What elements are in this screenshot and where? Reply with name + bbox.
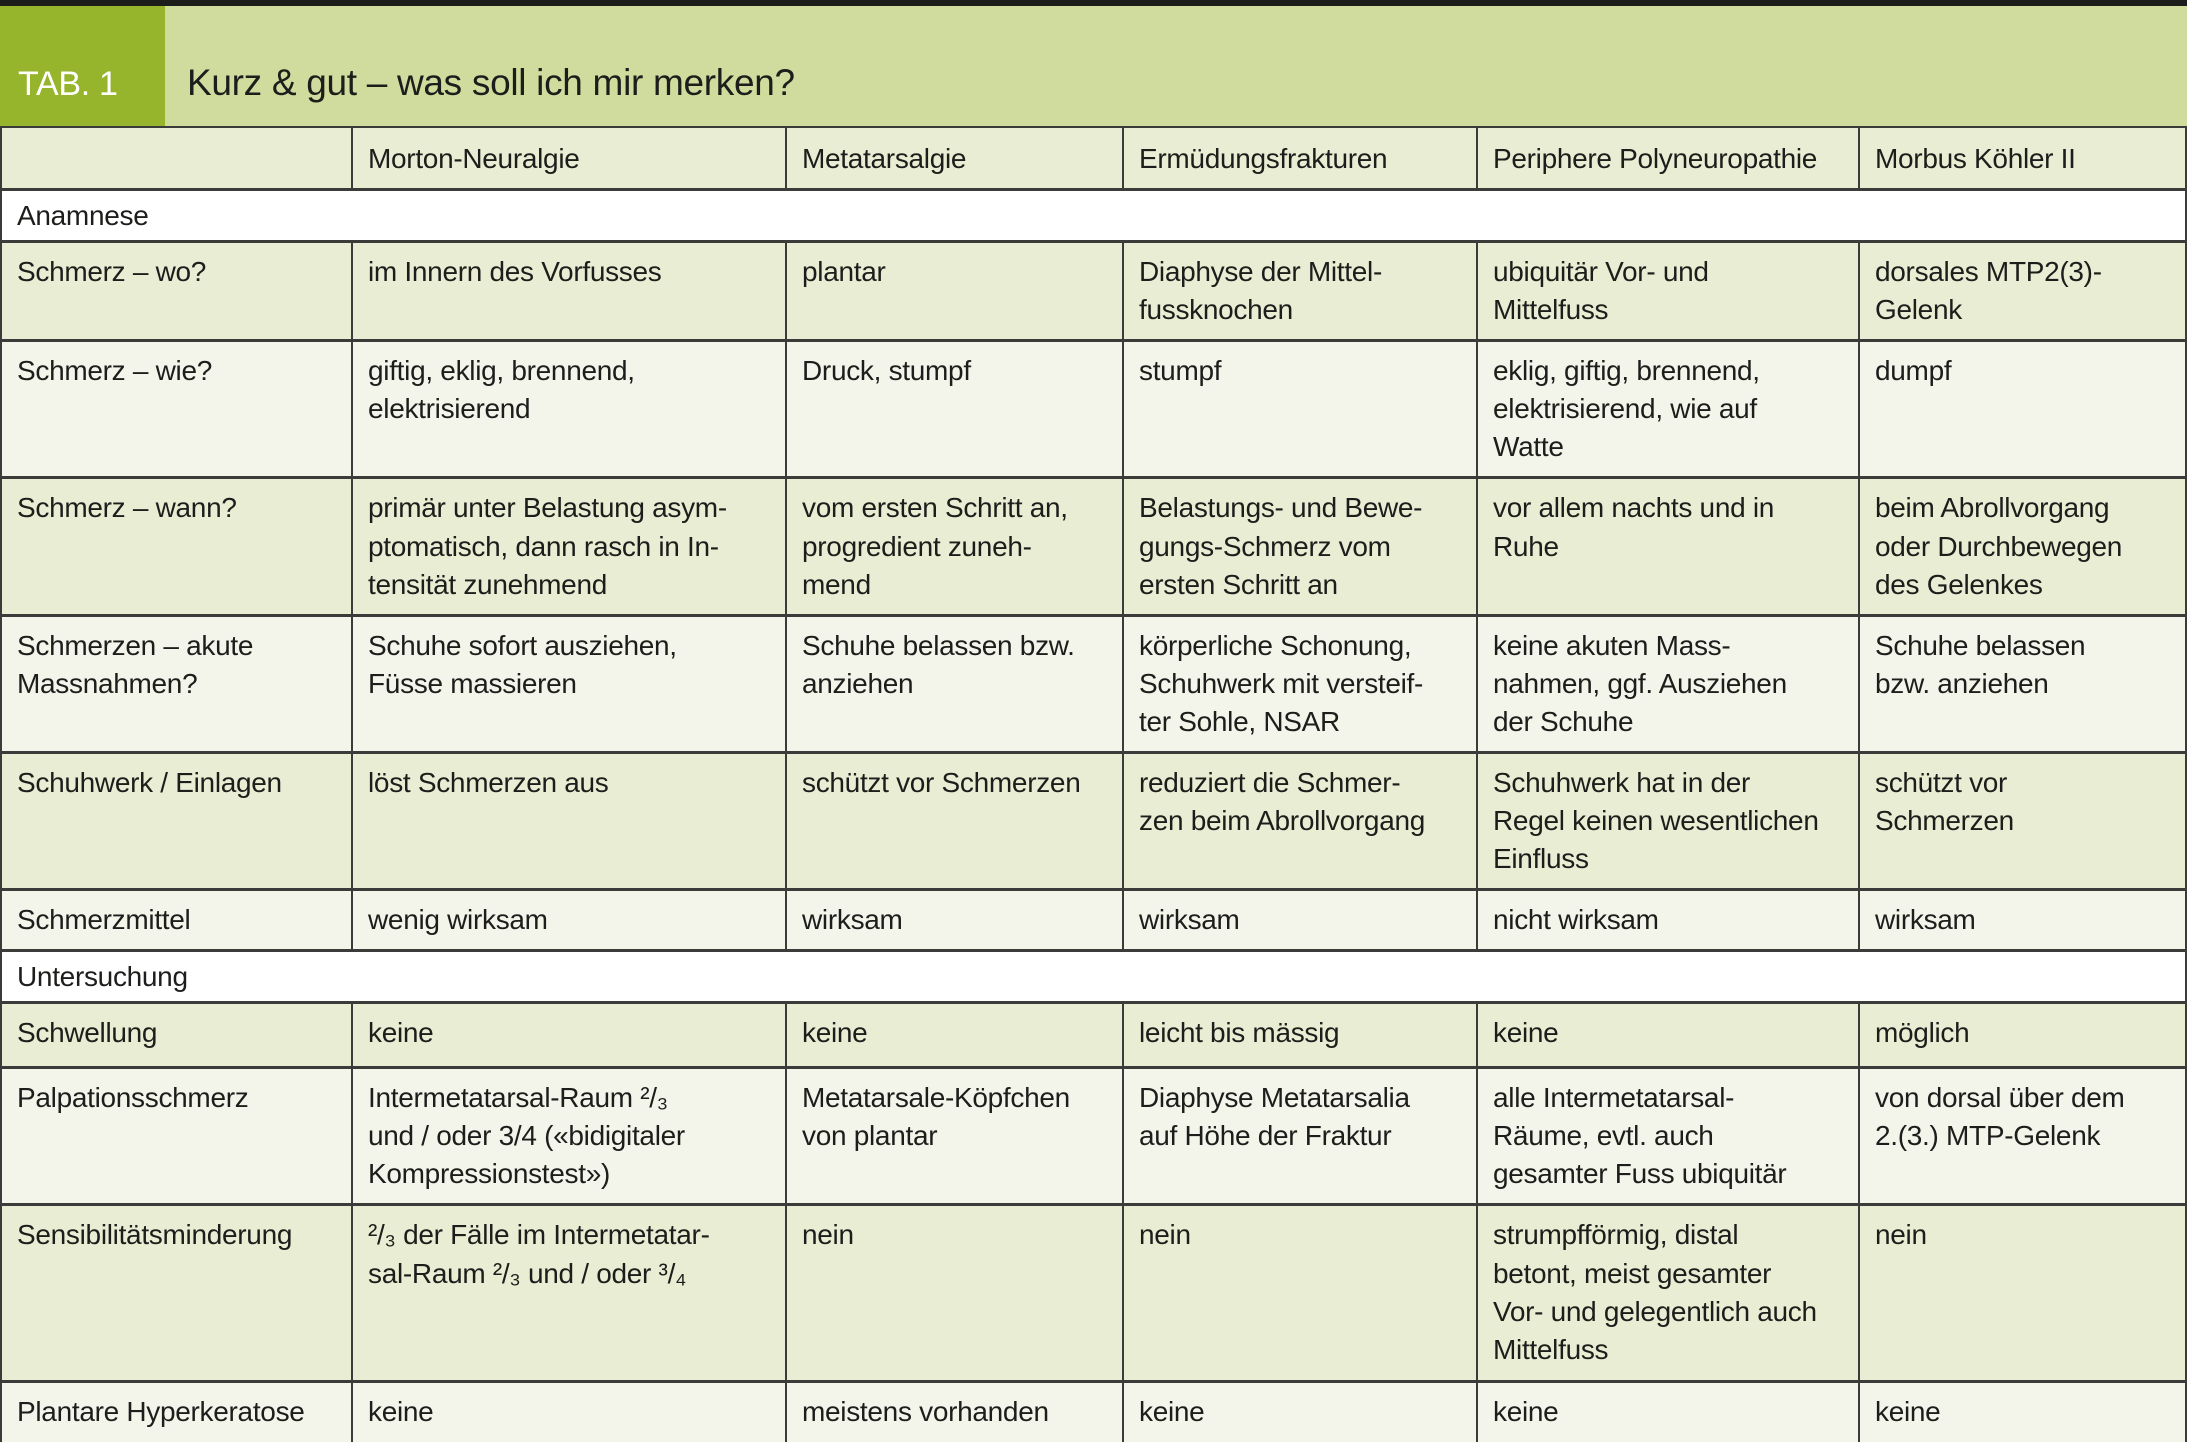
table-cell: wirksam [785,891,1122,950]
tab-number-box: TAB. 1 [0,6,165,126]
row-label: Schwellung [2,1004,351,1067]
table-cell: stumpf [1122,342,1476,477]
table-cell: im Innern des Vorfusses [351,243,785,340]
table-cell: keine [1858,1383,2185,1442]
table-cell: primär unter Belastung asym- ptomatisch,… [351,479,785,614]
table-cell: eklig, giftig, brennend, elektrisierend,… [1476,342,1858,477]
table-cell: leicht bis mässig [1122,1004,1476,1067]
table-cell: wirksam [1858,891,2185,950]
table-cell: von dorsal über dem 2.(3.) MTP-Gelenk [1858,1069,2185,1204]
table-cell: giftig, eklig, brennend, elektrisierend [351,342,785,477]
table-cell: löst Schmerzen aus [351,753,785,889]
column-header-empty [2,128,351,189]
table-row-plantare-hyperkeratose: Plantare Hyperkeratose keine meistens vo… [2,1383,2185,1442]
table-cell: wenig wirksam [351,891,785,950]
table-cell: körperliche Schonung, Schuhwerk mit vers… [1122,616,1476,751]
tab-number-label: TAB. 1 [18,65,118,103]
row-label: Schmerzmittel [2,891,351,950]
table-cell: wirksam [1122,891,1476,950]
table-cell: nicht wirksam [1476,891,1858,950]
row-label: Schmerzen – akute Massnahmen? [2,616,351,751]
column-header-metatarsalgie: Metatarsalgie [785,128,1122,189]
row-label: Schmerz – wie? [2,342,351,477]
table-row-palpationsschmerz: Palpationsschmerz Intermetatarsal-Raum ²… [2,1069,2185,1207]
section-title: Anamnese [17,200,149,232]
column-header-periphere-polyneuropathie: Periphere Polyneuropathie [1476,128,1858,189]
table-cell: Intermetatarsal-Raum ²/₃ und / oder 3/4 … [351,1069,785,1204]
row-label: Schuhwerk / Einlagen [2,753,351,889]
table-cell: ²/₃ der Fälle im Intermetatar- sal-Raum … [351,1206,785,1381]
table-row-schuhwerk-einlagen: Schuhwerk / Einlagen löst Schmerzen aus … [2,753,2185,892]
table-row-schmerzmittel: Schmerzmittel wenig wirksam wirksam wirk… [2,891,2185,953]
table-cell: vor allem nachts und in Ruhe [1476,479,1858,614]
table-cell: nein [1858,1206,2185,1381]
table-cell: Schuhe sofort ausziehen, Füsse massieren [351,616,785,751]
row-label: Schmerz – wo? [2,243,351,340]
column-header-morton-neuralgie: Morton-Neuralgie [351,128,785,189]
section-header-untersuchung: Untersuchung [2,952,2185,1005]
table-cell: alle Intermetatarsal- Räume, evtl. auch … [1476,1069,1858,1204]
table-cell: reduziert die Schmer- zen beim Abrollvor… [1122,753,1476,889]
row-label: Sensibilitätsminderung [2,1206,351,1381]
table-cell: nein [785,1206,1122,1381]
table-cell: Schuhwerk hat in der Regel keinen wesent… [1476,753,1858,889]
table-cell: meistens vorhanden [785,1383,1122,1442]
row-label: Palpationsschmerz [2,1069,351,1204]
table-cell: keine [351,1004,785,1067]
table-cell: keine [1476,1004,1858,1067]
table-cell: Schuhe belassen bzw. anziehen [1858,616,2185,751]
table-cell: schützt vor Schmerzen [1858,753,2185,889]
table-cell: strumpfförmig, distal betont, meist gesa… [1476,1206,1858,1381]
table-cell: Schuhe belassen bzw. anziehen [785,616,1122,751]
table-cell: Belastungs- und Bewe- gungs-Schmerz vom … [1122,479,1476,614]
table-title: Kurz & gut – was soll ich mir merken? [187,62,795,103]
table-cell: keine akuten Mass- nahmen, ggf. Ausziehe… [1476,616,1858,751]
table-row-schmerz-wie: Schmerz – wie? giftig, eklig, brennend, … [2,342,2185,480]
comparison-table: Morton-Neuralgie Metatarsalgie Ermüdungs… [0,126,2187,1442]
table-row-akute-massnahmen: Schmerzen – akute Massnahmen? Schuhe sof… [2,616,2185,754]
table-cell: dumpf [1858,342,2185,477]
table-cell: nein [1122,1206,1476,1381]
table-cell: möglich [1858,1004,2185,1067]
column-header-row: Morton-Neuralgie Metatarsalgie Ermüdungs… [2,128,2185,192]
table-cell: dorsales MTP2(3)- Gelenk [1858,243,2185,340]
table-cell: keine [1476,1383,1858,1442]
table-cell: plantar [785,243,1122,340]
table-cell: keine [351,1383,785,1442]
table-cell: keine [1122,1383,1476,1442]
section-title: Untersuchung [17,961,188,993]
table-cell: Druck, stumpf [785,342,1122,477]
section-header-anamnese: Anamnese [2,191,2185,244]
table-row-schmerz-wann: Schmerz – wann? primär unter Belastung a… [2,479,2185,617]
table-cell: Metatarsale-Köpfchen von plantar [785,1069,1122,1204]
table-row-schmerz-wo: Schmerz – wo? im Innern des Vorfusses pl… [2,243,2185,343]
title-band: TAB. 1 Kurz & gut – was soll ich mir mer… [0,6,2187,126]
table-cell: Diaphyse der Mittel- fussknochen [1122,243,1476,340]
table-cell: beim Abrollvorgang oder Durchbewegen des… [1858,479,2185,614]
top-rule [0,0,2187,6]
row-label: Schmerz – wann? [2,479,351,614]
column-header-ermuedungsfrakturen: Ermüdungsfrakturen [1122,128,1476,189]
table-cell: schützt vor Schmerzen [785,753,1122,889]
row-label: Plantare Hyperkeratose [2,1383,351,1442]
table-cell: ubiquitär Vor- und Mittelfuss [1476,243,1858,340]
column-header-morbus-koehler: Morbus Köhler II [1858,128,2185,189]
table-cell: keine [785,1004,1122,1067]
table-cell: vom ersten Schritt an, progredient zuneh… [785,479,1122,614]
table-row-sensibilitaetsminderung: Sensibilitätsminderung ²/₃ der Fälle im … [2,1206,2185,1384]
table-row-schwellung: Schwellung keine keine leicht bis mässig… [2,1004,2185,1070]
table-cell: Diaphyse Metatarsalia auf Höhe der Frakt… [1122,1069,1476,1204]
